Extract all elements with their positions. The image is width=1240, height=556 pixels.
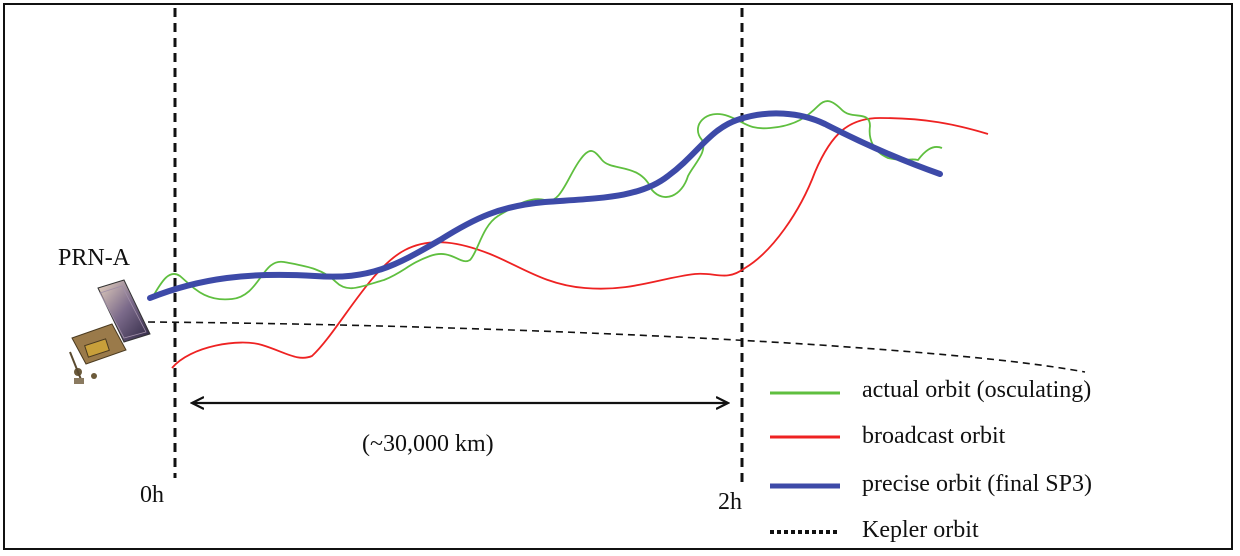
diagram-frame <box>3 3 1233 550</box>
precise-orbit-curve <box>147 110 943 301</box>
time-marker-0h-label: 0h <box>140 482 164 508</box>
legend-label-broadcast: broadcast orbit <box>862 423 1006 449</box>
kepler-orbit-curve <box>147 321 1086 373</box>
satellite-icon <box>69 279 151 384</box>
legend-label-actual: actual orbit (osculating) <box>862 377 1092 403</box>
legend-label-precise: precise orbit (final SP3) <box>862 471 1092 497</box>
time-marker-2h-label: 2h <box>718 489 742 515</box>
broadcast-orbit-curve <box>171 117 989 369</box>
legend-label-kepler: Kepler orbit <box>862 517 979 543</box>
satellite-label: PRN-A <box>58 245 131 271</box>
distance-label: (~30,000 km) <box>362 431 494 457</box>
actual-orbit-curve <box>151 100 943 301</box>
